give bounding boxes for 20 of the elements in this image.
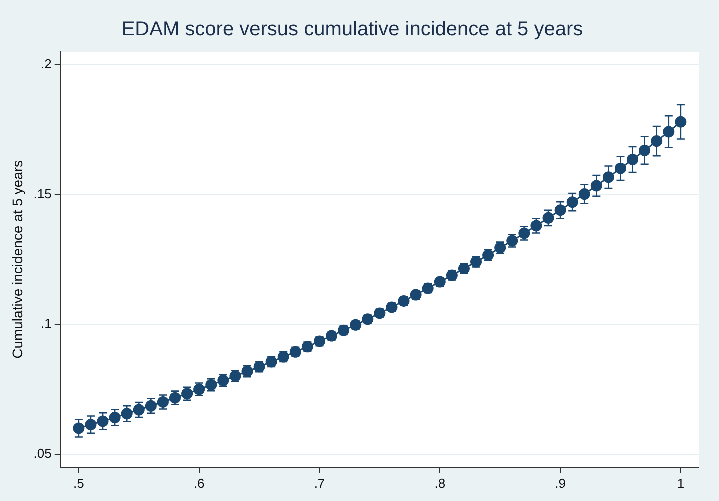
point <box>73 422 85 434</box>
point <box>121 408 133 420</box>
x-tick-label: .7 <box>314 476 326 491</box>
y-axis-title: Cumulative incidence at 5 years <box>9 160 26 359</box>
x-tick-label: 1 <box>677 476 685 491</box>
y-tick-label: .05 <box>34 446 52 461</box>
x-tick-label: .9 <box>555 476 566 491</box>
point <box>97 416 109 428</box>
x-tick-label: .6 <box>194 476 205 491</box>
chart-title: EDAM score versus cumulative incidence at 5 years <box>122 18 584 41</box>
point <box>554 204 566 216</box>
y-tick-label: .15 <box>34 186 52 202</box>
y-tick-label: .1 <box>41 316 52 332</box>
point <box>85 419 97 431</box>
x-tick-label: .5 <box>74 476 84 491</box>
point <box>675 116 687 128</box>
point <box>566 196 578 208</box>
point <box>109 412 121 424</box>
x-tick-label: .8 <box>434 476 446 491</box>
y-tick-label: .2 <box>41 56 52 72</box>
